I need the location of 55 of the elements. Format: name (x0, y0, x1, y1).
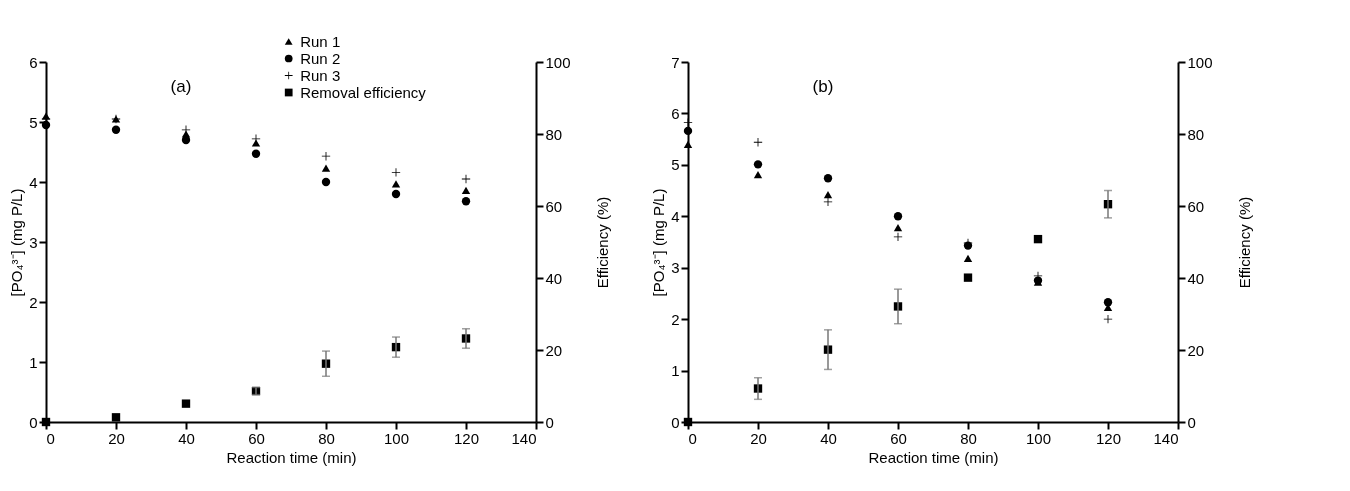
y-tick-label: 6 (29, 53, 38, 71)
legend-label: Removal efficiency (300, 83, 427, 101)
x-axis-title: Reaction time (min) (226, 448, 357, 466)
x-tick-label: 140 (511, 429, 537, 447)
y-axis-title: [PO₄³⁻] (mg P/L) (8, 188, 26, 297)
y-tick-label: 5 (671, 156, 680, 174)
x-tick-label: 100 (1025, 429, 1052, 447)
y-tick-label: 2 (29, 293, 38, 311)
x-tick-label: 40 (178, 429, 195, 447)
legend-label: Run 2 (300, 49, 341, 67)
legend-label: Run 1 (300, 32, 341, 50)
y-tick-label: 3 (671, 259, 680, 277)
y-tick-label: 0 (671, 413, 680, 431)
y2-tick-label: 100 (545, 53, 571, 71)
x-tick-label: 80 (318, 429, 335, 447)
y-tick-label: 5 (29, 113, 38, 131)
y2-tick-label: 40 (545, 269, 563, 287)
x-tick-label: 20 (750, 429, 767, 447)
y2-tick-label: 80 (1187, 125, 1205, 143)
y2-tick-label: 0 (1187, 413, 1196, 431)
y2-tick-label: 0 (545, 413, 554, 431)
x-tick-label: 120 (453, 429, 480, 447)
x-tick-label: 100 (383, 429, 410, 447)
y-tick-label: 2 (671, 310, 680, 328)
y-tick-label: 4 (29, 173, 38, 191)
y-tick-label: 3 (29, 233, 38, 251)
x-tick-label: 140 (1153, 429, 1179, 447)
y-tick-label: 0 (29, 413, 38, 431)
y2-tick-label: 60 (545, 197, 563, 215)
y2-tick-label: 100 (1187, 53, 1213, 71)
x-tick-label: 0 (688, 429, 697, 447)
y2-axis-title: Efficiency (%) (593, 196, 611, 289)
y2-tick-label: 20 (545, 341, 563, 359)
y2-axis-title: Efficiency (%) (1235, 196, 1253, 289)
x-tick-label: 80 (960, 429, 977, 447)
x-tick-label: 0 (46, 429, 55, 447)
x-tick-label: 120 (1095, 429, 1122, 447)
y-tick-label: 1 (671, 362, 680, 380)
y-tick-label: 6 (671, 104, 680, 122)
y2-tick-label: 80 (545, 125, 563, 143)
text: (a) (170, 77, 192, 96)
y2-tick-label: 60 (1187, 197, 1205, 215)
y2-tick-label: 40 (1187, 269, 1205, 287)
y-axis-title: [PO₄³⁻] (mg P/L) (650, 188, 668, 297)
y-tick-label: 4 (671, 207, 680, 225)
x-tick-label: 20 (108, 429, 125, 447)
x-tick-label: 40 (820, 429, 837, 447)
y2-tick-label: 20 (1187, 341, 1205, 359)
y-tick-label: 1 (29, 353, 38, 371)
legend-label: Run 3 (300, 66, 341, 84)
y-tick-label: 7 (671, 53, 680, 71)
text: (b) (812, 77, 834, 96)
x-tick-label: 60 (248, 429, 265, 447)
x-tick-label: 60 (890, 429, 907, 447)
x-axis-title: Reaction time (min) (868, 448, 999, 466)
